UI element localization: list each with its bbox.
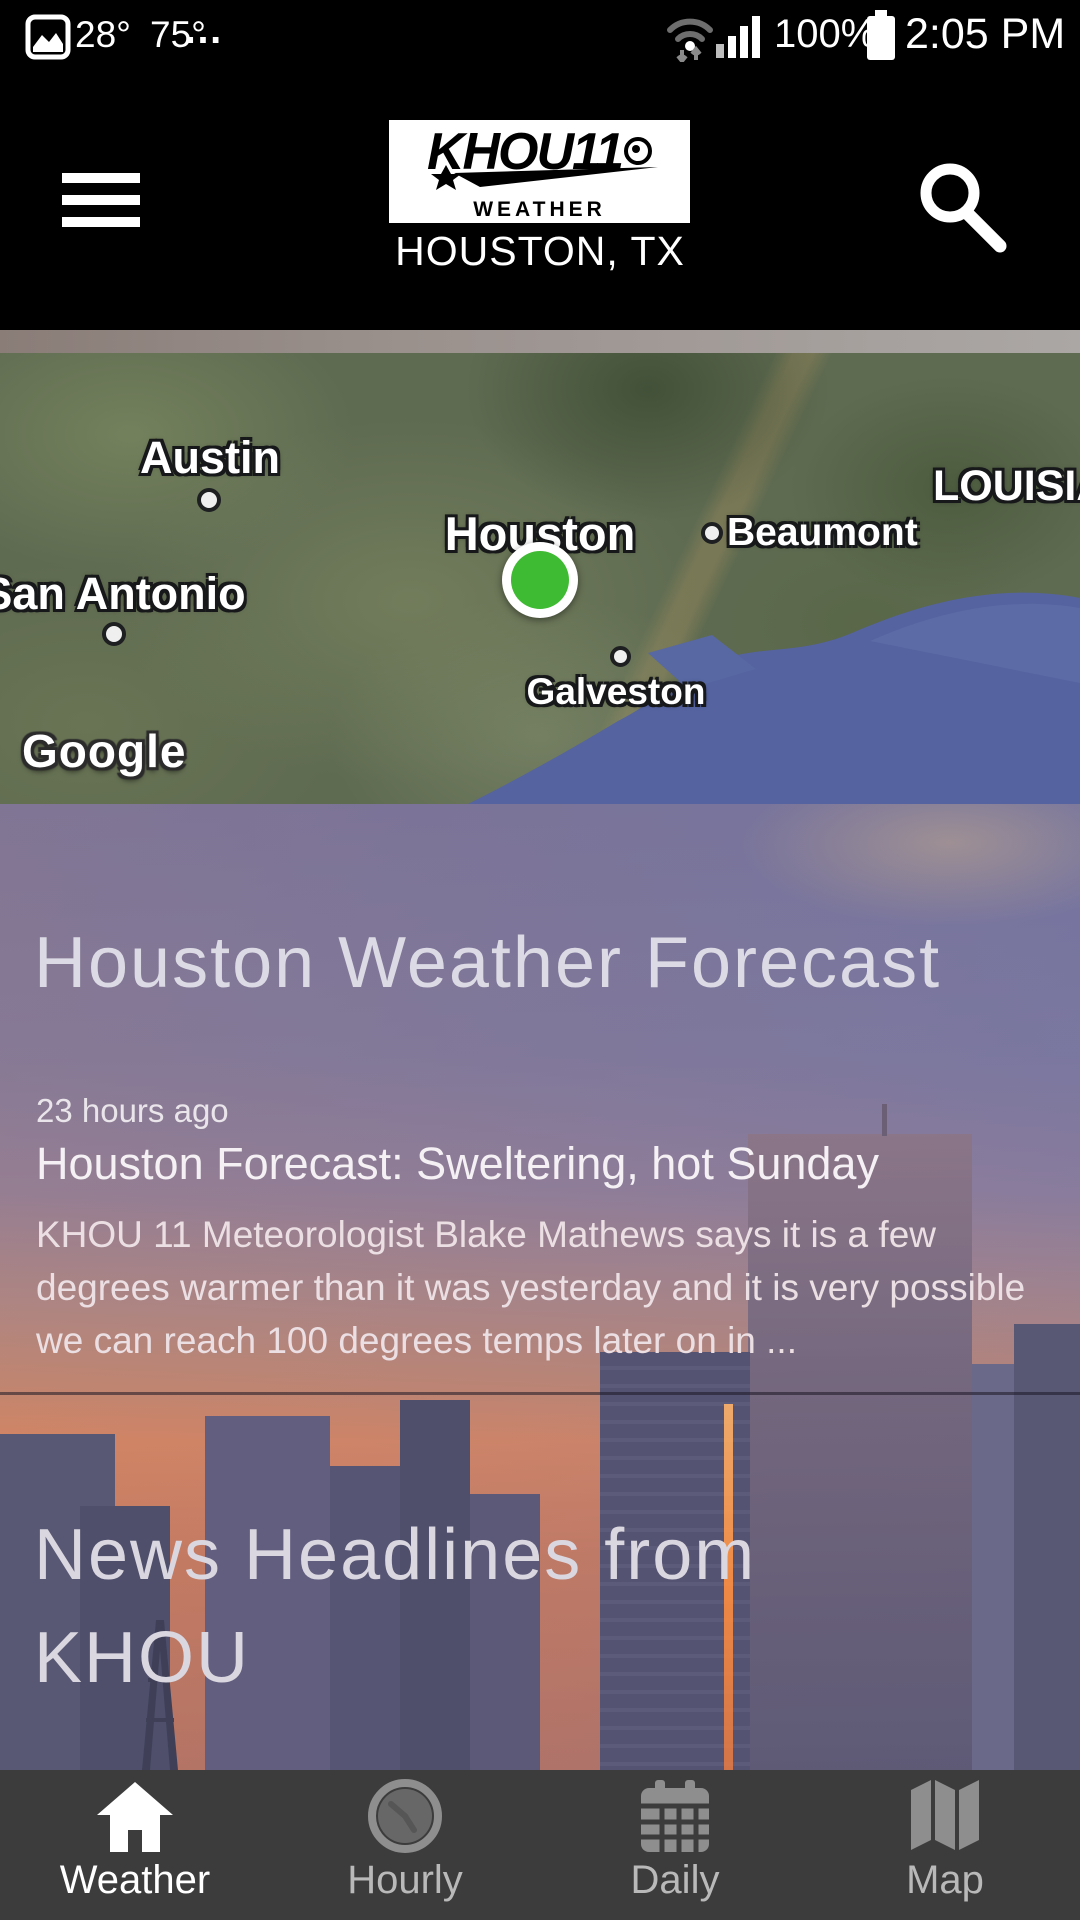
cbs-eye-icon xyxy=(624,137,653,165)
article-excerpt: KHOU 11 Meteorologist Blake Mathews says… xyxy=(36,1214,1026,1361)
sun-reflection-streak xyxy=(724,1404,733,1770)
gulf-water-shape xyxy=(468,592,1080,804)
menu-icon[interactable] xyxy=(62,173,140,228)
location-marker-dot xyxy=(511,551,569,609)
header-divider-strip xyxy=(0,330,1080,353)
map-label-san-antonio: San Antonio xyxy=(0,568,246,619)
lattice-tower-silhouette xyxy=(142,1620,178,1770)
map-dot-san-antonio xyxy=(102,622,126,646)
article-headline[interactable]: Houston Forecast: Sweltering, hot Sunday xyxy=(36,1138,879,1189)
map-icon xyxy=(911,1780,979,1850)
tab-hourly[interactable]: Hourly xyxy=(270,1770,540,1920)
search-icon[interactable] xyxy=(915,160,1015,260)
wifi-icon xyxy=(667,18,713,62)
tab-daily[interactable]: Daily xyxy=(540,1770,810,1920)
tab-weather-label: Weather xyxy=(59,1858,211,1902)
location-title: HOUSTON, TX xyxy=(395,228,685,274)
map-label-louisiana: LOUISIA xyxy=(933,462,1080,510)
battery-icon xyxy=(867,10,895,60)
map-dot-beaumont xyxy=(701,522,723,544)
weather-map[interactable]: Austin San Antonio Houston Beaumont Galv… xyxy=(0,353,1080,804)
skyscraper-silhouette xyxy=(748,1134,972,1770)
bottom-navigation: Weather Hourly Daily xyxy=(0,1770,1080,1920)
building-silhouette xyxy=(205,1416,330,1770)
map-label-austin: Austin xyxy=(140,432,280,483)
tab-weather[interactable]: Weather xyxy=(0,1770,270,1920)
khou-logo: KHOU11 WEATHER xyxy=(389,120,690,223)
map-dot-austin xyxy=(197,488,221,512)
location-marker[interactable] xyxy=(502,542,578,618)
building-silhouette xyxy=(400,1400,470,1770)
building-silhouette xyxy=(330,1466,400,1770)
content-section: Houston Weather Forecast 23 hours ago Ho… xyxy=(0,804,1080,1770)
building-silhouette xyxy=(470,1494,540,1770)
status-bar: 28° 75° … 100% 2:05 PM xyxy=(0,0,1080,70)
google-attribution: Google xyxy=(22,725,187,777)
building-silhouette xyxy=(1014,1324,1080,1770)
status-temp-2: 75° xyxy=(150,14,206,55)
home-icon xyxy=(97,1782,173,1852)
tab-hourly-label: Hourly xyxy=(347,1858,463,1902)
map-label-beaumont: Beaumont xyxy=(727,511,918,554)
battery-percent: 100% xyxy=(774,12,877,56)
status-temp-1: 28° xyxy=(75,14,131,55)
news-section-title: News Headlines from KHOU xyxy=(34,1515,757,1698)
map-label-galveston: Galveston xyxy=(526,671,706,712)
forecast-section-title: Houston Weather Forecast xyxy=(34,923,942,1003)
star-swoosh-icon xyxy=(430,165,658,190)
khou-logo-tagline: WEATHER xyxy=(473,198,606,221)
tab-map-label: Map xyxy=(906,1858,984,1902)
app-header: KHOU11 WEATHER HOUSTON, TX xyxy=(0,70,1080,330)
map-dot-galveston xyxy=(610,646,631,667)
article-timestamp: 23 hours ago xyxy=(36,1092,229,1129)
tab-daily-label: Daily xyxy=(630,1858,720,1902)
calendar-icon xyxy=(641,1780,709,1852)
gallery-icon xyxy=(25,14,71,60)
signal-icon xyxy=(716,16,760,58)
section-divider xyxy=(0,1392,1080,1395)
tab-map[interactable]: Map xyxy=(810,1770,1080,1920)
antenna-silhouette xyxy=(882,1104,887,1136)
status-overflow-dots: … xyxy=(183,8,226,52)
clock-icon xyxy=(368,1779,442,1853)
clock-text: 2:05 PM xyxy=(905,10,1066,58)
